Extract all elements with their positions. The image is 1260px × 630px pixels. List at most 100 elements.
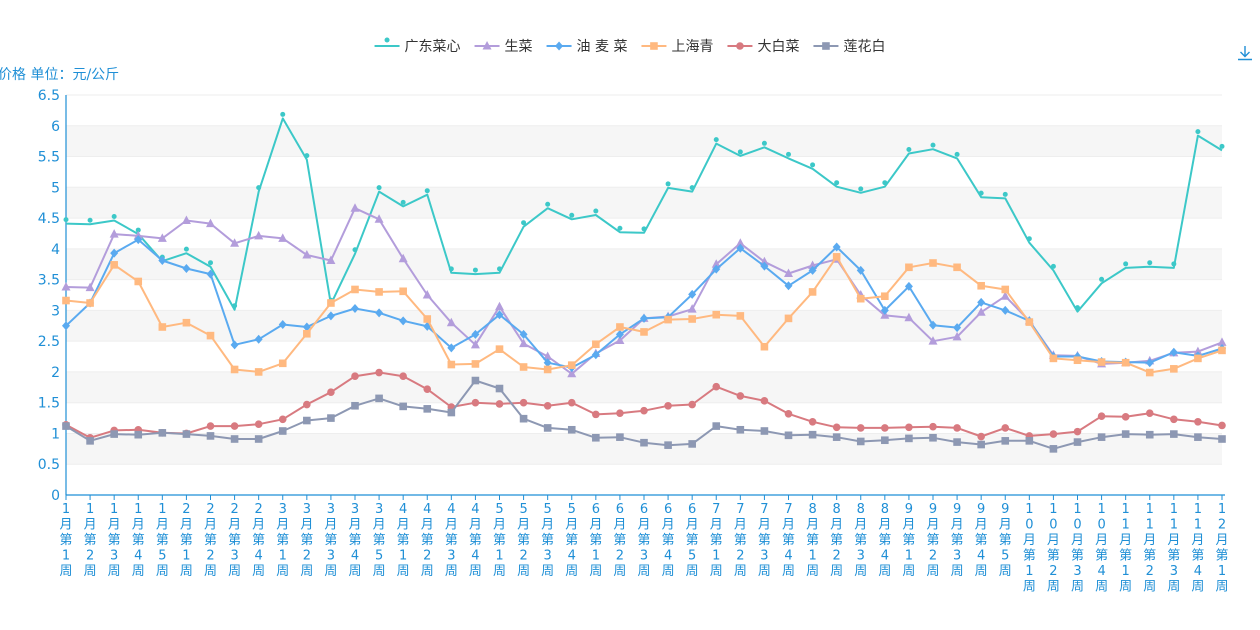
data-point[interactable] xyxy=(592,410,600,419)
data-point[interactable] xyxy=(929,320,937,330)
data-point[interactable] xyxy=(1001,424,1010,432)
data-point[interactable] xyxy=(495,400,504,408)
data-point[interactable] xyxy=(182,264,191,274)
data-point[interactable] xyxy=(856,424,865,432)
data-point[interactable] xyxy=(977,281,985,290)
data-point[interactable] xyxy=(1121,430,1130,438)
data-point[interactable] xyxy=(689,185,695,191)
data-point[interactable] xyxy=(929,433,937,442)
data-point[interactable] xyxy=(278,359,287,368)
data-point[interactable] xyxy=(640,406,648,415)
data-point[interactable] xyxy=(881,436,889,445)
data-point[interactable] xyxy=(1170,430,1178,438)
data-point[interactable] xyxy=(1170,415,1178,424)
data-point[interactable] xyxy=(375,288,383,296)
data-point[interactable] xyxy=(303,416,311,425)
data-point[interactable] xyxy=(303,400,311,409)
data-point[interactable] xyxy=(904,281,913,291)
data-point[interactable] xyxy=(86,299,94,307)
data-point[interactable] xyxy=(641,226,647,232)
data-point[interactable] xyxy=(832,242,841,252)
data-point[interactable] xyxy=(519,414,528,423)
data-point[interactable] xyxy=(905,263,913,272)
data-point[interactable] xyxy=(208,260,213,266)
data-point[interactable] xyxy=(376,185,382,191)
data-point[interactable] xyxy=(1026,236,1032,242)
data-point[interactable] xyxy=(206,422,215,430)
data-point[interactable] xyxy=(182,318,191,327)
data-point[interactable] xyxy=(616,323,624,331)
data-point[interactable] xyxy=(327,414,335,422)
data-point[interactable] xyxy=(687,304,697,313)
legend-marker[interactable] xyxy=(650,42,658,50)
data-point[interactable] xyxy=(905,434,913,443)
data-point[interactable] xyxy=(953,438,961,446)
data-point[interactable] xyxy=(834,180,840,186)
legend-marker[interactable] xyxy=(555,41,564,51)
data-point[interactable] xyxy=(905,423,913,432)
data-point[interactable] xyxy=(399,316,408,326)
data-point[interactable] xyxy=(422,290,432,299)
data-point[interactable] xyxy=(593,208,599,214)
data-point[interactable] xyxy=(447,360,456,369)
data-point[interactable] xyxy=(86,437,94,445)
data-point[interactable] xyxy=(591,350,600,360)
data-point[interactable] xyxy=(62,296,70,305)
data-point[interactable] xyxy=(1193,346,1203,356)
data-point[interactable] xyxy=(810,162,816,168)
data-point[interactable] xyxy=(256,185,262,191)
data-point[interactable] xyxy=(448,266,454,272)
data-point[interactable] xyxy=(1025,318,1034,326)
data-point[interactable] xyxy=(713,137,719,143)
data-point[interactable] xyxy=(254,230,264,240)
data-point[interactable] xyxy=(1075,305,1080,311)
data-point[interactable] xyxy=(278,415,287,424)
data-point[interactable] xyxy=(760,397,769,405)
data-point[interactable] xyxy=(1195,129,1201,135)
legend-item-0[interactable]: 广东菜心 xyxy=(374,37,461,56)
data-point[interactable] xyxy=(254,368,263,376)
data-point[interactable] xyxy=(519,338,529,348)
data-point[interactable] xyxy=(1145,368,1154,377)
data-point[interactable] xyxy=(63,217,69,223)
data-point[interactable] xyxy=(1217,337,1227,346)
data-point[interactable] xyxy=(85,282,95,292)
data-point[interactable] xyxy=(1050,263,1056,269)
data-point[interactable] xyxy=(904,312,914,322)
data-point[interactable] xyxy=(952,331,962,341)
data-point[interactable] xyxy=(302,250,312,259)
data-point[interactable] xyxy=(832,433,841,441)
data-point[interactable] xyxy=(976,307,986,316)
data-point[interactable] xyxy=(472,267,478,273)
data-point[interactable] xyxy=(158,323,167,331)
data-point[interactable] xyxy=(543,358,552,368)
data-point[interactable] xyxy=(856,265,865,275)
data-point[interactable] xyxy=(206,331,215,340)
data-point[interactable] xyxy=(640,438,648,447)
data-point[interactable] xyxy=(495,384,504,393)
data-point[interactable] xyxy=(977,432,985,441)
legend-marker[interactable] xyxy=(736,42,744,50)
data-point[interactable] xyxy=(977,440,985,449)
data-point[interactable] xyxy=(543,365,552,374)
data-point[interactable] xyxy=(447,408,456,417)
data-point[interactable] xyxy=(545,201,551,207)
data-point[interactable] xyxy=(181,215,191,225)
data-point[interactable] xyxy=(110,261,118,269)
data-point[interactable] xyxy=(471,398,480,407)
data-point[interactable] xyxy=(304,153,310,159)
data-point[interactable] xyxy=(688,315,696,323)
data-point[interactable] xyxy=(351,304,359,314)
data-point[interactable] xyxy=(784,268,793,277)
data-point[interactable] xyxy=(688,400,696,409)
data-point[interactable] xyxy=(206,218,215,228)
data-point[interactable] xyxy=(737,149,743,155)
data-point[interactable] xyxy=(352,247,358,253)
data-point[interactable] xyxy=(784,409,793,418)
data-point[interactable] xyxy=(735,238,745,247)
data-point[interactable] xyxy=(278,427,287,435)
data-point[interactable] xyxy=(977,297,986,307)
data-point[interactable] xyxy=(832,423,841,432)
data-point[interactable] xyxy=(761,140,767,146)
legend-item-5[interactable]: 莲花白 xyxy=(813,39,885,55)
